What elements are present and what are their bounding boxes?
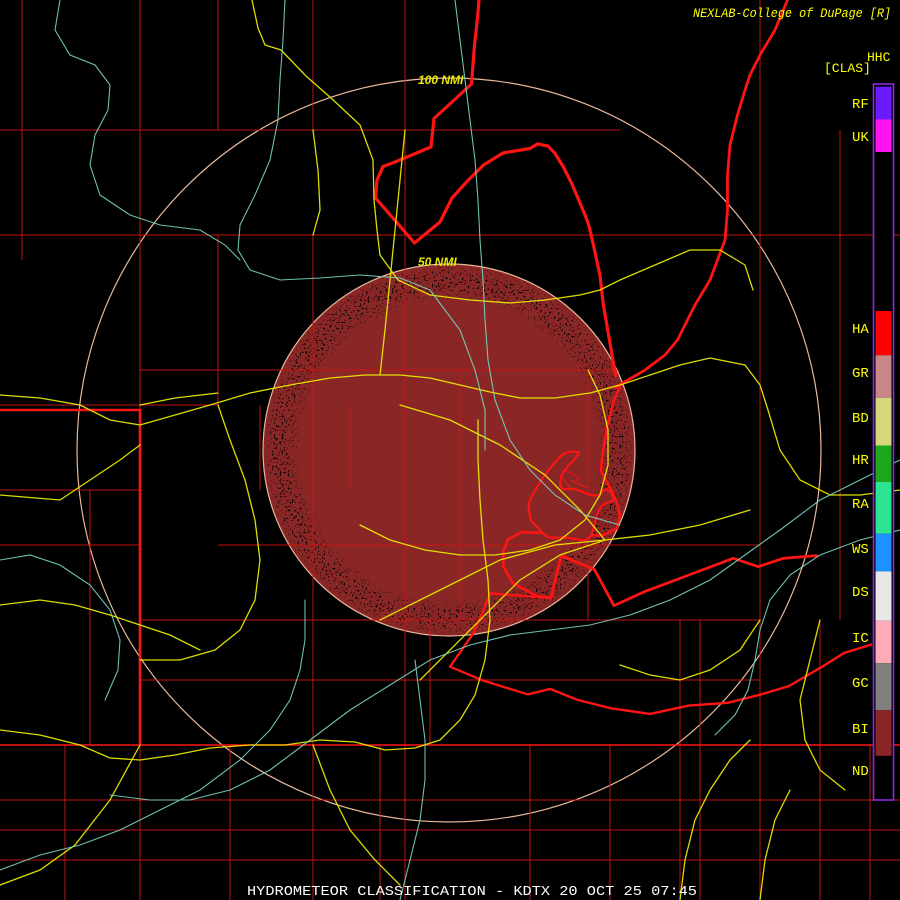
svg-text:BD: BD xyxy=(852,411,869,427)
svg-text:NEXLAB-College of DuPage [R]: NEXLAB-College of DuPage [R] xyxy=(693,6,891,21)
svg-text:GC: GC xyxy=(852,676,869,692)
svg-text:GR: GR xyxy=(852,366,869,382)
svg-text:UK: UK xyxy=(852,130,869,146)
svg-text:HYDROMETEOR CLASSIFICATION - K: HYDROMETEOR CLASSIFICATION - KDTX 20 OCT… xyxy=(247,884,697,900)
svg-text:RF: RF xyxy=(852,97,869,113)
svg-text:ND: ND xyxy=(852,764,869,780)
svg-text:WS: WS xyxy=(852,542,869,558)
svg-text:RA: RA xyxy=(852,497,869,513)
svg-text:IC: IC xyxy=(852,631,869,647)
svg-text:100 NMI: 100 NMI xyxy=(418,73,464,87)
svg-text:DS: DS xyxy=(852,585,869,601)
svg-text:[CLAS]: [CLAS] xyxy=(824,61,871,76)
svg-text:50 NMI: 50 NMI xyxy=(418,255,457,269)
svg-text:HR: HR xyxy=(852,453,869,469)
svg-text:BI: BI xyxy=(852,722,869,738)
svg-text:HA: HA xyxy=(852,322,869,338)
